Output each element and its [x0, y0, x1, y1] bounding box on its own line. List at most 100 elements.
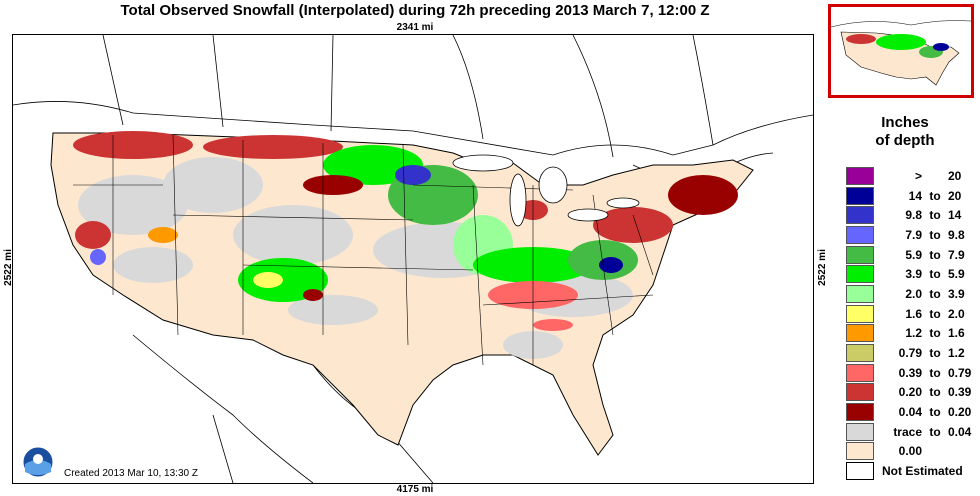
legend-swatch	[846, 166, 874, 185]
legend-lo: 0.79	[898, 346, 922, 361]
legend-label: 1.6 to 2.0	[882, 307, 980, 321]
legend-hi: 20	[948, 188, 962, 203]
legend-label: 5.9 to 7.9	[882, 248, 980, 262]
legend-swatch	[846, 284, 874, 303]
legend-mid: to	[929, 424, 941, 439]
legend-lo: 0.00	[898, 444, 922, 459]
legend-mid: to	[929, 227, 941, 242]
legend-lo: 1.2	[905, 326, 922, 341]
legend-title-line1: Inches	[881, 114, 929, 131]
legend-hi: 9.8	[948, 227, 965, 242]
legend-hi: 1.2	[948, 346, 965, 361]
legend-item: 0.20 to 0.39	[846, 383, 980, 403]
legend-mid: to	[929, 208, 941, 223]
legend-item: 5.9 to 7.9	[846, 245, 980, 265]
legend-swatch	[846, 344, 874, 363]
legend-swatch	[846, 363, 874, 382]
legend-swatch	[846, 304, 874, 323]
not-estimated-label: Not Estimated	[882, 464, 963, 478]
legend-item: 1.2 to 1.6	[846, 324, 980, 344]
legend-label: 3.9 to 5.9	[882, 267, 980, 281]
legend-label: 0.79 to 1.2	[882, 346, 980, 360]
legend-item: 9.8 to 14	[846, 205, 980, 225]
legend-mid: to	[929, 306, 941, 321]
top-distance-label: 2341 mi	[396, 22, 434, 33]
legend-swatch	[846, 422, 874, 441]
bottom-distance-label: 4175 mi	[396, 484, 434, 495]
legend-title: Inches of depth	[840, 114, 970, 150]
legend-item: >20	[846, 166, 980, 186]
legend-mid: to	[929, 365, 941, 380]
great-lakes	[452, 154, 640, 227]
legend-hi: 1.6	[948, 326, 965, 341]
legend-hi: 0.79	[948, 365, 972, 380]
legend-hi: 20	[948, 168, 962, 183]
legend-swatch	[846, 186, 874, 205]
legend-mid: to	[929, 326, 941, 341]
legend-swatch	[846, 383, 874, 402]
legend-lo: 5.9	[905, 247, 922, 262]
legend-item: 2.0 to 3.9	[846, 284, 980, 304]
noaa-logo	[22, 446, 54, 478]
legend-mid: to	[929, 188, 941, 203]
legend-lo: 0.04	[898, 405, 922, 420]
legend-label: 0.39 to 0.79	[882, 366, 980, 380]
legend-label: 0.04 to 0.20	[882, 405, 980, 419]
legend-hi: 14	[948, 208, 962, 223]
legend-lo: 9.8	[905, 208, 922, 223]
legend-label: 9.8 to 14	[882, 208, 980, 222]
legend-item: 3.9 to 5.9	[846, 264, 980, 284]
legend-title-line2: of depth	[875, 132, 935, 149]
not-estimated-swatch	[846, 462, 874, 480]
legend-label: 14 to 20	[882, 189, 980, 203]
legend-swatch	[846, 442, 874, 461]
snow-patches	[73, 131, 738, 331]
map-canvas	[13, 35, 813, 483]
legend-item: 7.9 to 9.8	[846, 225, 980, 245]
legend-label: >20	[882, 169, 980, 183]
not-estimated-row: Not Estimated	[846, 462, 963, 480]
legend-label: 0.00	[882, 444, 980, 458]
legend-lo: 0.39	[898, 365, 922, 380]
legend-swatch	[846, 403, 874, 422]
legend: >20 14 to 20 9.8 to 14 7.9 to 9.8 5.9 to 7.9 3.9 to 5.9…	[846, 166, 980, 461]
legend-lo: >	[914, 168, 922, 183]
legend-mid: to	[929, 405, 941, 420]
legend-mid: to	[929, 385, 941, 400]
legend-swatch	[846, 324, 874, 343]
legend-item: 1.6 to 2.0	[846, 304, 980, 324]
legend-mid: to	[929, 346, 941, 361]
legend-hi: 3.9	[948, 286, 965, 301]
legend-lo: 0.20	[898, 385, 922, 400]
legend-item: 0.79 to 1.2	[846, 343, 980, 363]
legend-swatch	[846, 206, 874, 225]
legend-mid: to	[929, 286, 941, 301]
legend-hi: 7.9	[948, 247, 965, 262]
inset-overview-map	[828, 4, 974, 98]
legend-label: 0.20 to 0.39	[882, 385, 980, 399]
legend-label: 7.9 to 9.8	[882, 228, 980, 242]
legend-label: 1.2 to 1.6	[882, 326, 980, 340]
legend-hi: 0.20	[948, 405, 972, 420]
legend-item: 0.39 to 0.79	[846, 363, 980, 383]
legend-lo: 14	[908, 188, 922, 203]
legend-swatch	[846, 265, 874, 284]
legend-item: 14 to 20	[846, 186, 980, 206]
legend-lo: 1.6	[905, 306, 922, 321]
legend-lo: 2.0	[905, 286, 922, 301]
legend-label: 2.0 to 3.9	[882, 287, 980, 301]
legend-hi: 2.0	[948, 306, 965, 321]
legend-hi: 0.04	[948, 424, 972, 439]
legend-swatch	[846, 225, 874, 244]
legend-swatch	[846, 245, 874, 264]
legend-item: 0.04 to 0.20	[846, 402, 980, 422]
legend-hi: 0.39	[948, 385, 972, 400]
legend-mid: to	[929, 247, 941, 262]
legend-item: trace to 0.04	[846, 422, 980, 442]
legend-label: trace to 0.04	[882, 425, 980, 439]
legend-item: 0.00	[846, 442, 980, 462]
legend-lo: 7.9	[905, 227, 922, 242]
snowfall-map	[12, 34, 814, 484]
legend-mid: to	[929, 267, 941, 282]
legend-hi: 5.9	[948, 267, 965, 282]
